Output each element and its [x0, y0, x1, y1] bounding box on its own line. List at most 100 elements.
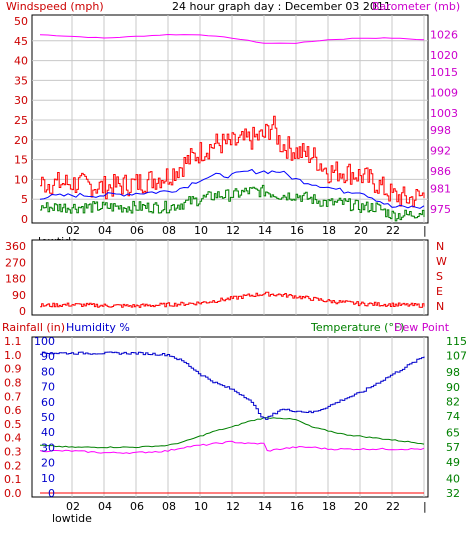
panel3-x-tick: 04 [98, 500, 112, 513]
barometer-tick: 1015 [430, 66, 458, 79]
barometer-tick: 1020 [430, 49, 458, 62]
temperature-tick: 107 [446, 350, 467, 363]
panel1-ticks: 0510152025303540455097598198699299810031… [14, 15, 458, 248]
barometer-tick: 992 [430, 145, 451, 158]
panel3-ticks: 0.00.10.20.30.40.50.60.70.80.91.01.1 0 10 2… [4, 335, 467, 525]
panel-wind-barometer [31, 14, 429, 224]
compass-letter: N [436, 300, 444, 313]
humidity-line [40, 351, 425, 420]
panel1-x-tick: 14 [258, 224, 272, 237]
rainfall-tick: 0.5 [4, 418, 22, 431]
panel3-x-tick: 02 [66, 500, 80, 513]
humidity-tick: 80 [41, 365, 55, 378]
barometer-tick: 1009 [430, 87, 458, 100]
windspeed-tick: 40 [14, 55, 28, 68]
temperature-tick: 74 [446, 410, 460, 423]
temperature-line [40, 417, 425, 449]
wind-direction-tick: 0 [19, 305, 26, 318]
temperature-tick: 98 [446, 366, 460, 379]
temperature-tick: 40 [446, 472, 460, 485]
panel3-x-tick: | [423, 500, 427, 513]
humidity-tick: 70 [41, 381, 55, 394]
dewpoint-axis-label: Dew Point [394, 321, 450, 334]
panel1-x-tick: 02 [66, 224, 80, 237]
panel1-x-tick: 22 [386, 224, 400, 237]
windspeed-tick: 45 [14, 35, 28, 48]
temperature-tick: 82 [446, 395, 460, 408]
windspeed-tick: 50 [14, 15, 28, 28]
panel1-x-tick: 10 [194, 224, 208, 237]
barometer-axis-label: Barometer (mb) [372, 0, 460, 13]
compass-letter: W [436, 255, 447, 268]
avg-wind-line [39, 168, 425, 209]
panel3-x-tick: 18 [322, 500, 336, 513]
panel1-x-tick: 04 [98, 224, 112, 237]
rainfall-tick: 1.1 [4, 335, 22, 348]
barometer-line [39, 33, 425, 44]
panel2-grid [71, 240, 425, 315]
windspeed-tick: 15 [14, 154, 28, 167]
humidity-tick: 30 [41, 441, 55, 454]
temperature-tick: 49 [446, 456, 460, 469]
panel3-x-tick: 14 [258, 500, 272, 513]
humidity-tick: 100 [34, 335, 55, 348]
temperature-tick: 90 [446, 381, 460, 394]
panel3-x-tick: 10 [194, 500, 208, 513]
barometer-tick: 981 [430, 182, 451, 195]
wind-low-line [40, 184, 425, 222]
panel3-x-tick: 22 [386, 500, 400, 513]
barometer-tick: 1003 [430, 107, 458, 120]
humidity-axis-label: Humidity % [66, 321, 130, 334]
panel3-lowtide-label: lowtide [52, 512, 92, 525]
humidity-tick: 40 [41, 426, 55, 439]
compass-letter: S [436, 270, 443, 283]
rainfall-tick: 0.1 [4, 473, 22, 486]
temperature-tick: 115 [446, 335, 467, 348]
windspeed-line [40, 115, 425, 208]
chart-title: 24 hour graph day : December 03 2011 [172, 0, 391, 13]
rainfall-tick: 0.9 [4, 363, 22, 376]
wind-direction-tick: 90 [12, 289, 26, 302]
panel3-x-tick: 06 [130, 500, 144, 513]
panel3-grid [71, 337, 425, 497]
panel3-series [39, 351, 425, 494]
panel1-series [39, 33, 425, 222]
panel2-series [40, 291, 425, 308]
windspeed-tick: 30 [14, 94, 28, 107]
rainfall-tick: 0.0 [4, 487, 22, 500]
windspeed-tick: 20 [14, 134, 28, 147]
panel3-x-tick: 20 [354, 500, 368, 513]
wind-direction-tick: 360 [5, 240, 26, 253]
rainfall-tick: 0.4 [4, 432, 22, 445]
wind-direction-tick: 270 [5, 256, 26, 269]
humidity-tick: 50 [41, 411, 55, 424]
panel3-x-tick: 12 [226, 500, 240, 513]
humidity-tick: 60 [41, 396, 55, 409]
temperature-tick: 65 [446, 427, 460, 440]
panel1-x-tick: 16 [290, 224, 304, 237]
temperature-axis-label: Temperature (°F) [310, 321, 405, 334]
panel1-x-tick: | [423, 224, 427, 237]
panel-humidity-temperature [31, 336, 429, 498]
rainfall-tick: 0.8 [4, 376, 22, 389]
humidity-tick: 90 [41, 350, 55, 363]
panel3-x-tick: 08 [162, 500, 176, 513]
rainfall-tick: 0.7 [4, 390, 22, 403]
humidity-tick: 10 [41, 472, 55, 485]
temperature-tick: 32 [446, 487, 460, 500]
barometer-tick: 998 [430, 124, 451, 137]
barometer-tick: 986 [430, 165, 451, 178]
panel1-x-tick: 20 [354, 224, 368, 237]
barometer-tick: 1026 [430, 29, 458, 42]
barometer-tick: 975 [430, 203, 451, 216]
rainfall-axis-label: Rainfall (in) [2, 321, 65, 334]
humidity-tick: 20 [41, 457, 55, 470]
panel1-x-tick: 08 [162, 224, 176, 237]
temperature-tick: 57 [446, 441, 460, 454]
panel1-x-tick: 12 [226, 224, 240, 237]
windspeed-tick: 35 [14, 74, 28, 87]
panel1-x-tick: 18 [322, 224, 336, 237]
wind-direction-line [40, 291, 425, 308]
